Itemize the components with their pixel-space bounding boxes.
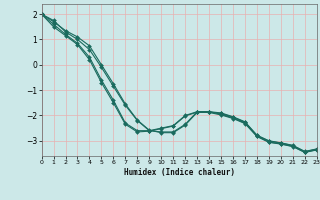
X-axis label: Humidex (Indice chaleur): Humidex (Indice chaleur)	[124, 168, 235, 177]
